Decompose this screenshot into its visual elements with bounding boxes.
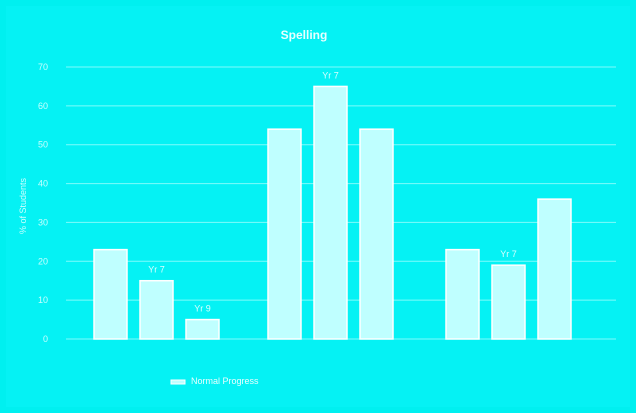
bar: [267, 128, 302, 340]
y-tick-label: 30: [38, 217, 48, 227]
legend-swatch: [170, 379, 186, 385]
bar: [313, 85, 348, 340]
bar-labels: Yr 7 Yr 7 Yr 7 Yr 9: [148, 70, 517, 313]
bar: [185, 318, 220, 340]
y-tick-label: 10: [38, 295, 48, 305]
bar-chart: Spelling % of Students 0 10 20 30 40 50 60 70 Y…: [18, 28, 616, 386]
bar-data-label: Yr 7: [500, 249, 517, 259]
y-axis-ticks: 0 10 20 30 40 50 60 70: [38, 62, 48, 344]
y-tick-label: 70: [38, 62, 48, 72]
bar: [537, 198, 572, 340]
bar-data-label: Yr 7: [322, 70, 339, 80]
bar: [93, 248, 128, 340]
chart-title: Spelling: [281, 28, 328, 42]
y-tick-label: 0: [43, 334, 48, 344]
y-tick-label: 60: [38, 101, 48, 111]
bar: [139, 279, 174, 340]
bar: [445, 248, 480, 340]
legend: Normal Progress: [170, 376, 259, 386]
y-tick-label: 20: [38, 256, 48, 266]
chart-frame: Spelling % of Students 0 10 20 30 40 50 60 70 Y…: [6, 6, 630, 407]
legend-entry: Normal Progress: [191, 376, 259, 386]
bar-data-label: Yr 9: [194, 304, 211, 314]
bar: [491, 264, 526, 340]
y-tick-label: 40: [38, 179, 48, 189]
bar: [359, 128, 394, 340]
bars: [93, 85, 572, 340]
y-tick-label: 50: [38, 140, 48, 150]
bar-data-label: Yr 7: [148, 265, 165, 275]
y-axis-title: % of Students: [18, 177, 28, 234]
